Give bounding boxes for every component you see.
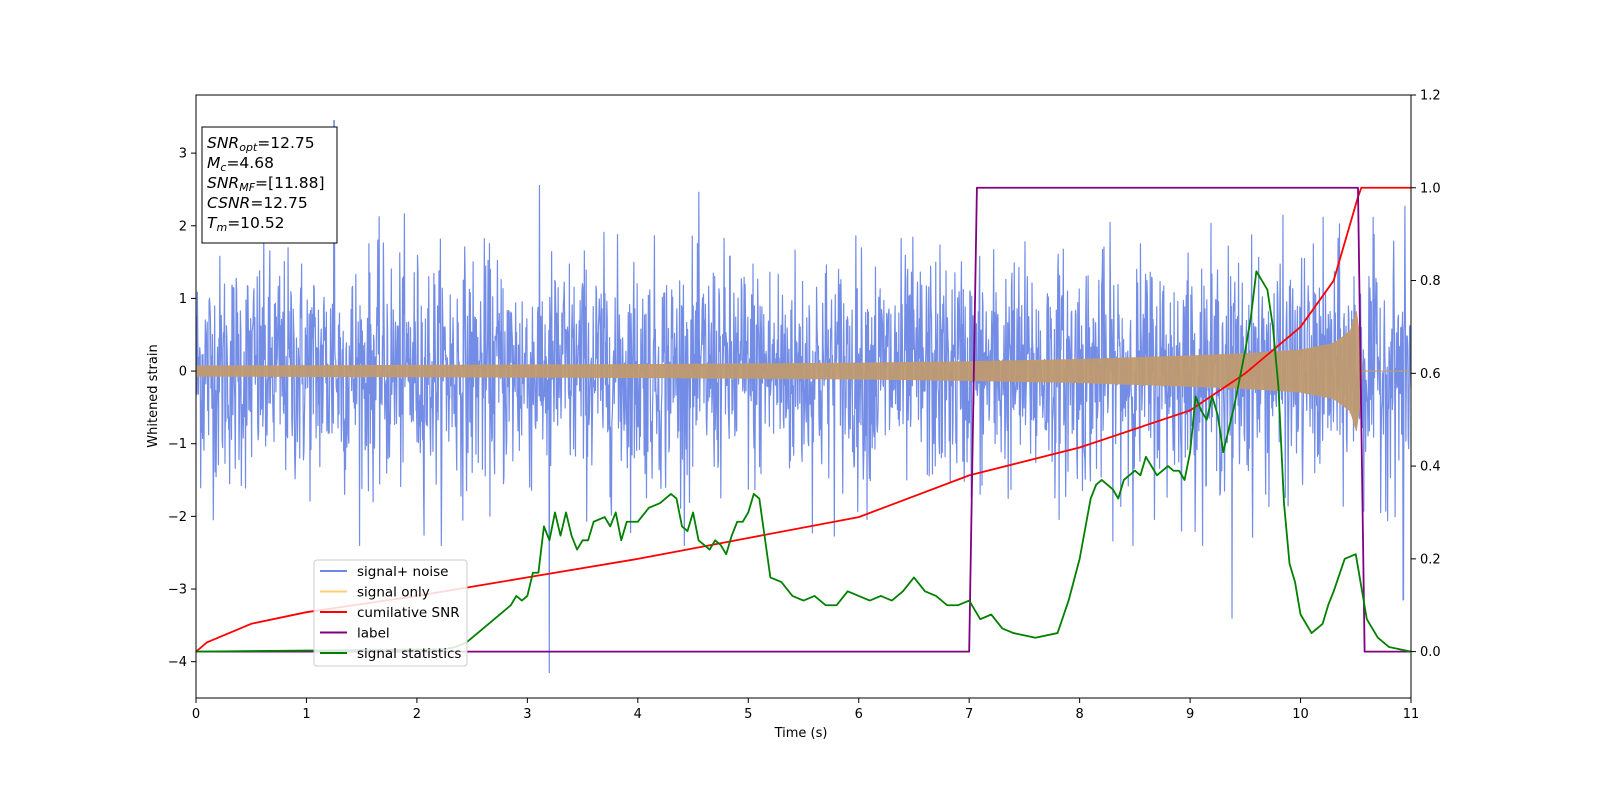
series-layer: [196, 119, 1411, 674]
y2-tick-label: 0.8: [1420, 274, 1441, 289]
x-tick-label: 3: [523, 707, 531, 722]
series-label: [196, 186, 1411, 653]
y2-tick-label: 0.2: [1420, 552, 1441, 567]
x-tick-label: 9: [1186, 707, 1194, 722]
legend-label: signal statistics: [357, 646, 461, 662]
y-tick-label: 0: [179, 365, 187, 380]
x-tick-label: 0: [192, 707, 200, 722]
info-box-line: SNRMF=[11.88]: [207, 174, 325, 194]
y-tick-label: 1: [179, 292, 187, 307]
legend-label: label: [357, 626, 390, 642]
y2-tick-label: 0.6: [1420, 367, 1441, 382]
series-cumilative-snr: [196, 186, 1411, 653]
x-tick-label: 1: [302, 707, 310, 722]
y2-tick-label: 1.2: [1420, 89, 1441, 104]
x-axis-label: Time (s): [774, 726, 828, 741]
y-tick-label: 3: [179, 147, 187, 162]
info-box-line: Mc=4.68: [207, 154, 274, 174]
legend-label: signal+ noise: [357, 564, 448, 580]
y-tick-label: −1: [168, 437, 187, 452]
x-tick-label: 4: [634, 707, 642, 722]
y2-tick-label: 1.0: [1420, 181, 1441, 196]
x-tick-label: 11: [1403, 707, 1420, 722]
legend-frame: [313, 559, 468, 667]
axes-layer: 0 1 2 3 4 5 6 7 8 9 10 11 −4 −3 −2 −1 0 1 2 3 0.0 0.2 0.4 0.6 0.…: [168, 89, 1441, 723]
y-tick-label: 2: [179, 219, 187, 234]
x-tick-label: 10: [1292, 707, 1309, 722]
series-signal-plus-noise: [196, 119, 1411, 674]
y-tick-label: −3: [168, 583, 187, 598]
x-tick-label: 7: [965, 707, 973, 722]
y-tick-label: −2: [168, 510, 187, 525]
y2-tick-label: 0.4: [1420, 460, 1441, 475]
info-box: SNRopt=12.75Mc=4.68SNRMF=[11.88]CSNR=12.…: [201, 126, 338, 244]
x-tick-label: 6: [855, 707, 863, 722]
x-tick-label: 8: [1075, 707, 1083, 722]
y-tick-label: −4: [168, 655, 187, 670]
y-axis-label: Whitened strain: [146, 344, 161, 447]
x-tick-label: 5: [744, 707, 752, 722]
plot-frame: [195, 94, 1412, 699]
series-signal-statistics: [196, 270, 1411, 653]
legend-label: cumilative SNR: [357, 605, 460, 621]
x-tick-label: 2: [413, 707, 421, 722]
legend: signal+ noise signal only cumilative SNR la…: [313, 559, 468, 667]
legend-label: signal only: [357, 585, 430, 601]
info-box-line: CSNR=12.75: [207, 194, 308, 212]
y2-tick-label: 0.0: [1420, 645, 1441, 660]
info-box-frame: [201, 126, 338, 244]
info-box-line: Tm=10.52: [207, 214, 285, 234]
info-box-line: SNRopt=12.75: [207, 134, 315, 154]
